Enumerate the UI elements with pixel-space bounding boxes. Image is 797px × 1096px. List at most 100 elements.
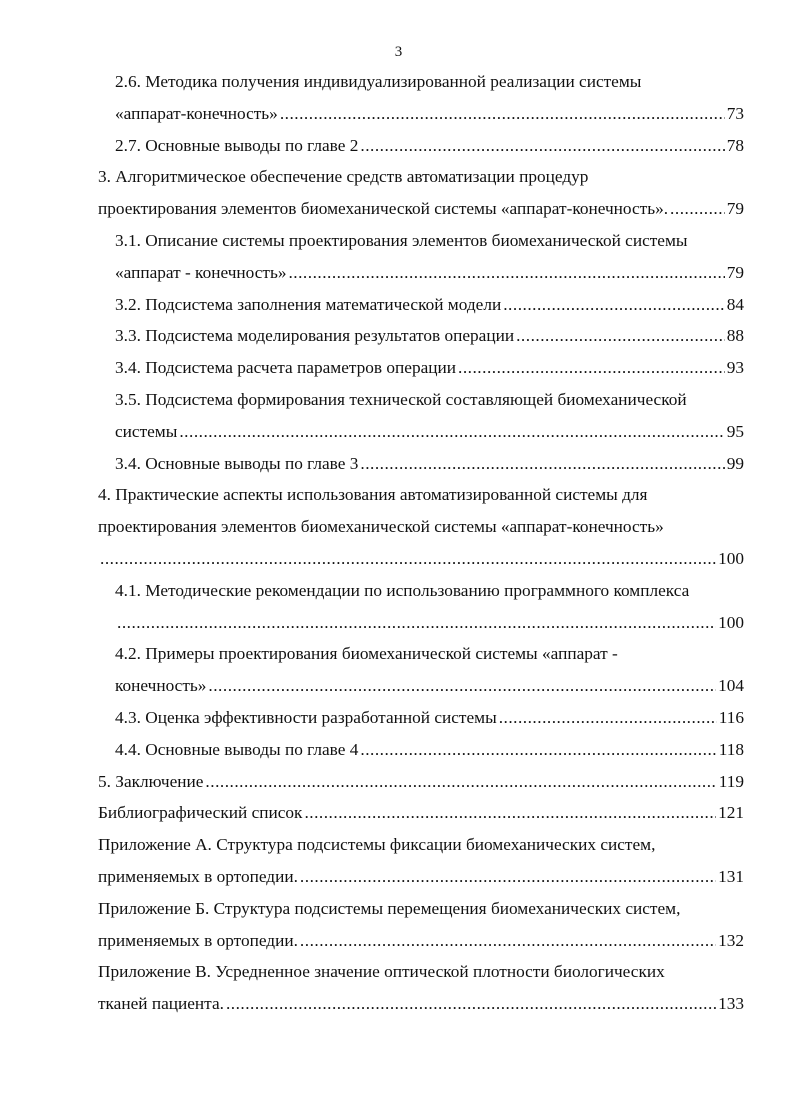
toc-entry-title: Приложение В. Усредненное значение оптич… xyxy=(98,962,665,982)
toc-entry-title: Библиографический список xyxy=(98,803,303,823)
toc-entry[interactable]: 3.5. Подсистема формирования технической… xyxy=(98,384,744,448)
toc-page-number: 131 xyxy=(718,866,744,886)
dot-leader xyxy=(117,607,716,639)
toc-entry[interactable]: 3.3. Подсистема моделирования результато… xyxy=(98,320,744,352)
toc-page-number: 132 xyxy=(718,930,744,950)
toc-line: 3.4. Подсистема расчета параметров опера… xyxy=(98,352,744,384)
toc-page-number: 118 xyxy=(718,739,744,759)
toc-line: 3.4. Основные выводы по главе 3 99 xyxy=(98,448,744,480)
dot-leader xyxy=(226,988,716,1020)
toc-entry[interactable]: 2.7. Основные выводы по главе 2 78 xyxy=(98,130,744,162)
dot-leader xyxy=(360,130,724,162)
dot-leader xyxy=(100,543,716,575)
toc-page-number: 79 xyxy=(726,262,744,282)
dot-leader xyxy=(670,193,725,225)
toc-entry[interactable]: 2.6. Методика получения индивидуализиров… xyxy=(98,66,744,130)
toc-entry[interactable]: 4.4. Основные выводы по главе 4 118 xyxy=(98,734,744,766)
toc-page-number: 119 xyxy=(718,771,744,791)
toc-line: проектирования элементов биомеханической… xyxy=(98,193,744,225)
toc-line: 4. Практические аспекты использования ав… xyxy=(98,479,744,511)
toc-page-number: 95 xyxy=(726,421,744,441)
dot-leader xyxy=(503,289,724,321)
toc-entry[interactable]: 5. Заключение 119 xyxy=(98,766,744,798)
toc-entry[interactable]: 4.3. Оценка эффективности разработанной … xyxy=(98,702,744,734)
toc-entry-title: 2.7. Основные выводы по главе 2 xyxy=(115,135,359,155)
toc-entry-title: тканей пациента. xyxy=(98,994,224,1014)
toc-page-number: 88 xyxy=(726,326,744,346)
toc-page-number: 84 xyxy=(726,294,744,314)
toc-entry-title: 4. Практические аспекты использования ав… xyxy=(98,485,648,505)
dot-leader xyxy=(360,448,724,480)
toc-page-number: 121 xyxy=(718,803,744,823)
toc-entry-title: проектирования элементов биомеханической… xyxy=(98,517,664,537)
toc-page-number: 99 xyxy=(726,453,744,473)
toc-line: применяемых в ортопедии. 132 xyxy=(98,925,744,957)
dot-leader xyxy=(288,257,724,289)
toc-entry[interactable]: Приложение Б. Структура подсистемы перем… xyxy=(98,893,744,957)
toc-entry-title: 5. Заключение xyxy=(98,771,204,791)
toc-entry-title: применяемых в ортопедии. xyxy=(98,866,298,886)
toc-line: конечность» 104 xyxy=(98,670,744,702)
toc-line: 4.4. Основные выводы по главе 4 118 xyxy=(98,734,744,766)
toc-entry[interactable]: 4. Практические аспекты использования ав… xyxy=(98,479,744,574)
toc-entry-title: 2.6. Методика получения индивидуализиров… xyxy=(115,72,642,91)
toc-entry-title: применяемых в ортопедии. xyxy=(98,930,298,950)
toc-entry[interactable]: Библиографический список 121 xyxy=(98,797,744,829)
toc-entry-title: 4.2. Примеры проектирования биомеханичес… xyxy=(115,644,618,664)
toc-entry-title: 3.3. Подсистема моделирования результато… xyxy=(115,326,515,346)
dot-leader xyxy=(208,670,716,702)
toc-entry[interactable]: 3.4. Основные выводы по главе 3 99 xyxy=(98,448,744,480)
toc-line: Приложение А. Структура подсистемы фикса… xyxy=(98,829,744,861)
toc-entry[interactable]: 3.1. Описание системы проектирования эле… xyxy=(98,225,744,289)
toc-entry[interactable]: 4.2. Примеры проектирования биомеханичес… xyxy=(98,638,744,702)
page-number: 3 xyxy=(394,44,403,60)
toc-entry-title: проектирования элементов биомеханической… xyxy=(98,199,669,219)
toc-entry[interactable]: Приложение А. Структура подсистемы фикса… xyxy=(98,829,744,893)
toc-entry-title: 4.1. Методические рекомендации по исполь… xyxy=(115,580,690,600)
toc-entry[interactable]: 3. Алгоритмическое обеспечение средств а… xyxy=(98,161,744,225)
toc-entry-title: 4.4. Основные выводы по главе 4 xyxy=(115,739,359,759)
toc-line: 100 xyxy=(98,607,744,639)
dot-leader xyxy=(499,702,717,734)
toc-entry-title: конечность» xyxy=(115,676,207,696)
toc-entry[interactable]: Приложение В. Усредненное значение оптич… xyxy=(98,956,744,1020)
toc-entry-title: 4.3. Оценка эффективности разработанной … xyxy=(115,707,497,727)
toc-line: системы 95 xyxy=(98,416,744,448)
toc-line: 2.7. Основные выводы по главе 2 78 xyxy=(98,130,744,162)
toc-page-number: 100 xyxy=(718,612,744,632)
toc-line: «аппарат - конечность» 79 xyxy=(98,257,744,289)
toc-entry[interactable]: 3.4. Подсистема расчета параметров опера… xyxy=(98,352,744,384)
toc-entry-title: «аппарат-конечность» xyxy=(115,103,278,123)
toc-line: «аппарат-конечность» 73 xyxy=(98,98,744,130)
toc-entry-title: 3.4. Подсистема расчета параметров опера… xyxy=(115,358,457,378)
dot-leader xyxy=(300,861,716,893)
toc-entry-title: системы xyxy=(115,421,178,441)
toc-entry-title: Приложение Б. Структура подсистемы перем… xyxy=(98,898,681,918)
toc-line: 4.1. Методические рекомендации по исполь… xyxy=(98,575,744,607)
toc-page-number: 133 xyxy=(718,994,744,1014)
toc-entry-title: 3.4. Основные выводы по главе 3 xyxy=(115,453,359,473)
toc-entry[interactable]: 4.1. Методические рекомендации по исполь… xyxy=(98,575,744,639)
toc-line: 3.1. Описание системы проектирования эле… xyxy=(98,225,744,257)
toc-line: тканей пациента. 133 xyxy=(98,988,744,1020)
toc-line: проектирования элементов биомеханической… xyxy=(98,511,744,543)
toc-entry-title: 3.5. Подсистема формирования технической… xyxy=(115,389,687,409)
toc-line: Приложение В. Усредненное значение оптич… xyxy=(98,956,744,988)
toc-page-number: 93 xyxy=(726,358,744,378)
dot-leader xyxy=(304,797,716,829)
toc-entry-title: Приложение А. Структура подсистемы фикса… xyxy=(98,835,656,855)
toc-line: Библиографический список 121 xyxy=(98,797,744,829)
toc-page-number: 100 xyxy=(718,548,744,568)
dot-leader xyxy=(458,352,725,384)
toc-line: применяемых в ортопедии. 131 xyxy=(98,861,744,893)
toc-entry-title: «аппарат - конечность» xyxy=(115,262,287,282)
dot-leader xyxy=(360,734,716,766)
dot-leader xyxy=(300,925,716,957)
toc-line: 3.2. Подсистема заполнения математическо… xyxy=(98,289,744,321)
toc-entry-title: 3.2. Подсистема заполнения математическо… xyxy=(115,294,502,314)
toc-page-number: 79 xyxy=(726,199,744,219)
toc-entry-title: 3. Алгоритмическое обеспечение средств а… xyxy=(98,167,589,187)
table-of-contents: 2.6. Методика получения индивидуализиров… xyxy=(98,66,744,1020)
toc-entry[interactable]: 3.2. Подсистема заполнения математическо… xyxy=(98,289,744,321)
toc-line: Приложение Б. Структура подсистемы перем… xyxy=(98,893,744,925)
